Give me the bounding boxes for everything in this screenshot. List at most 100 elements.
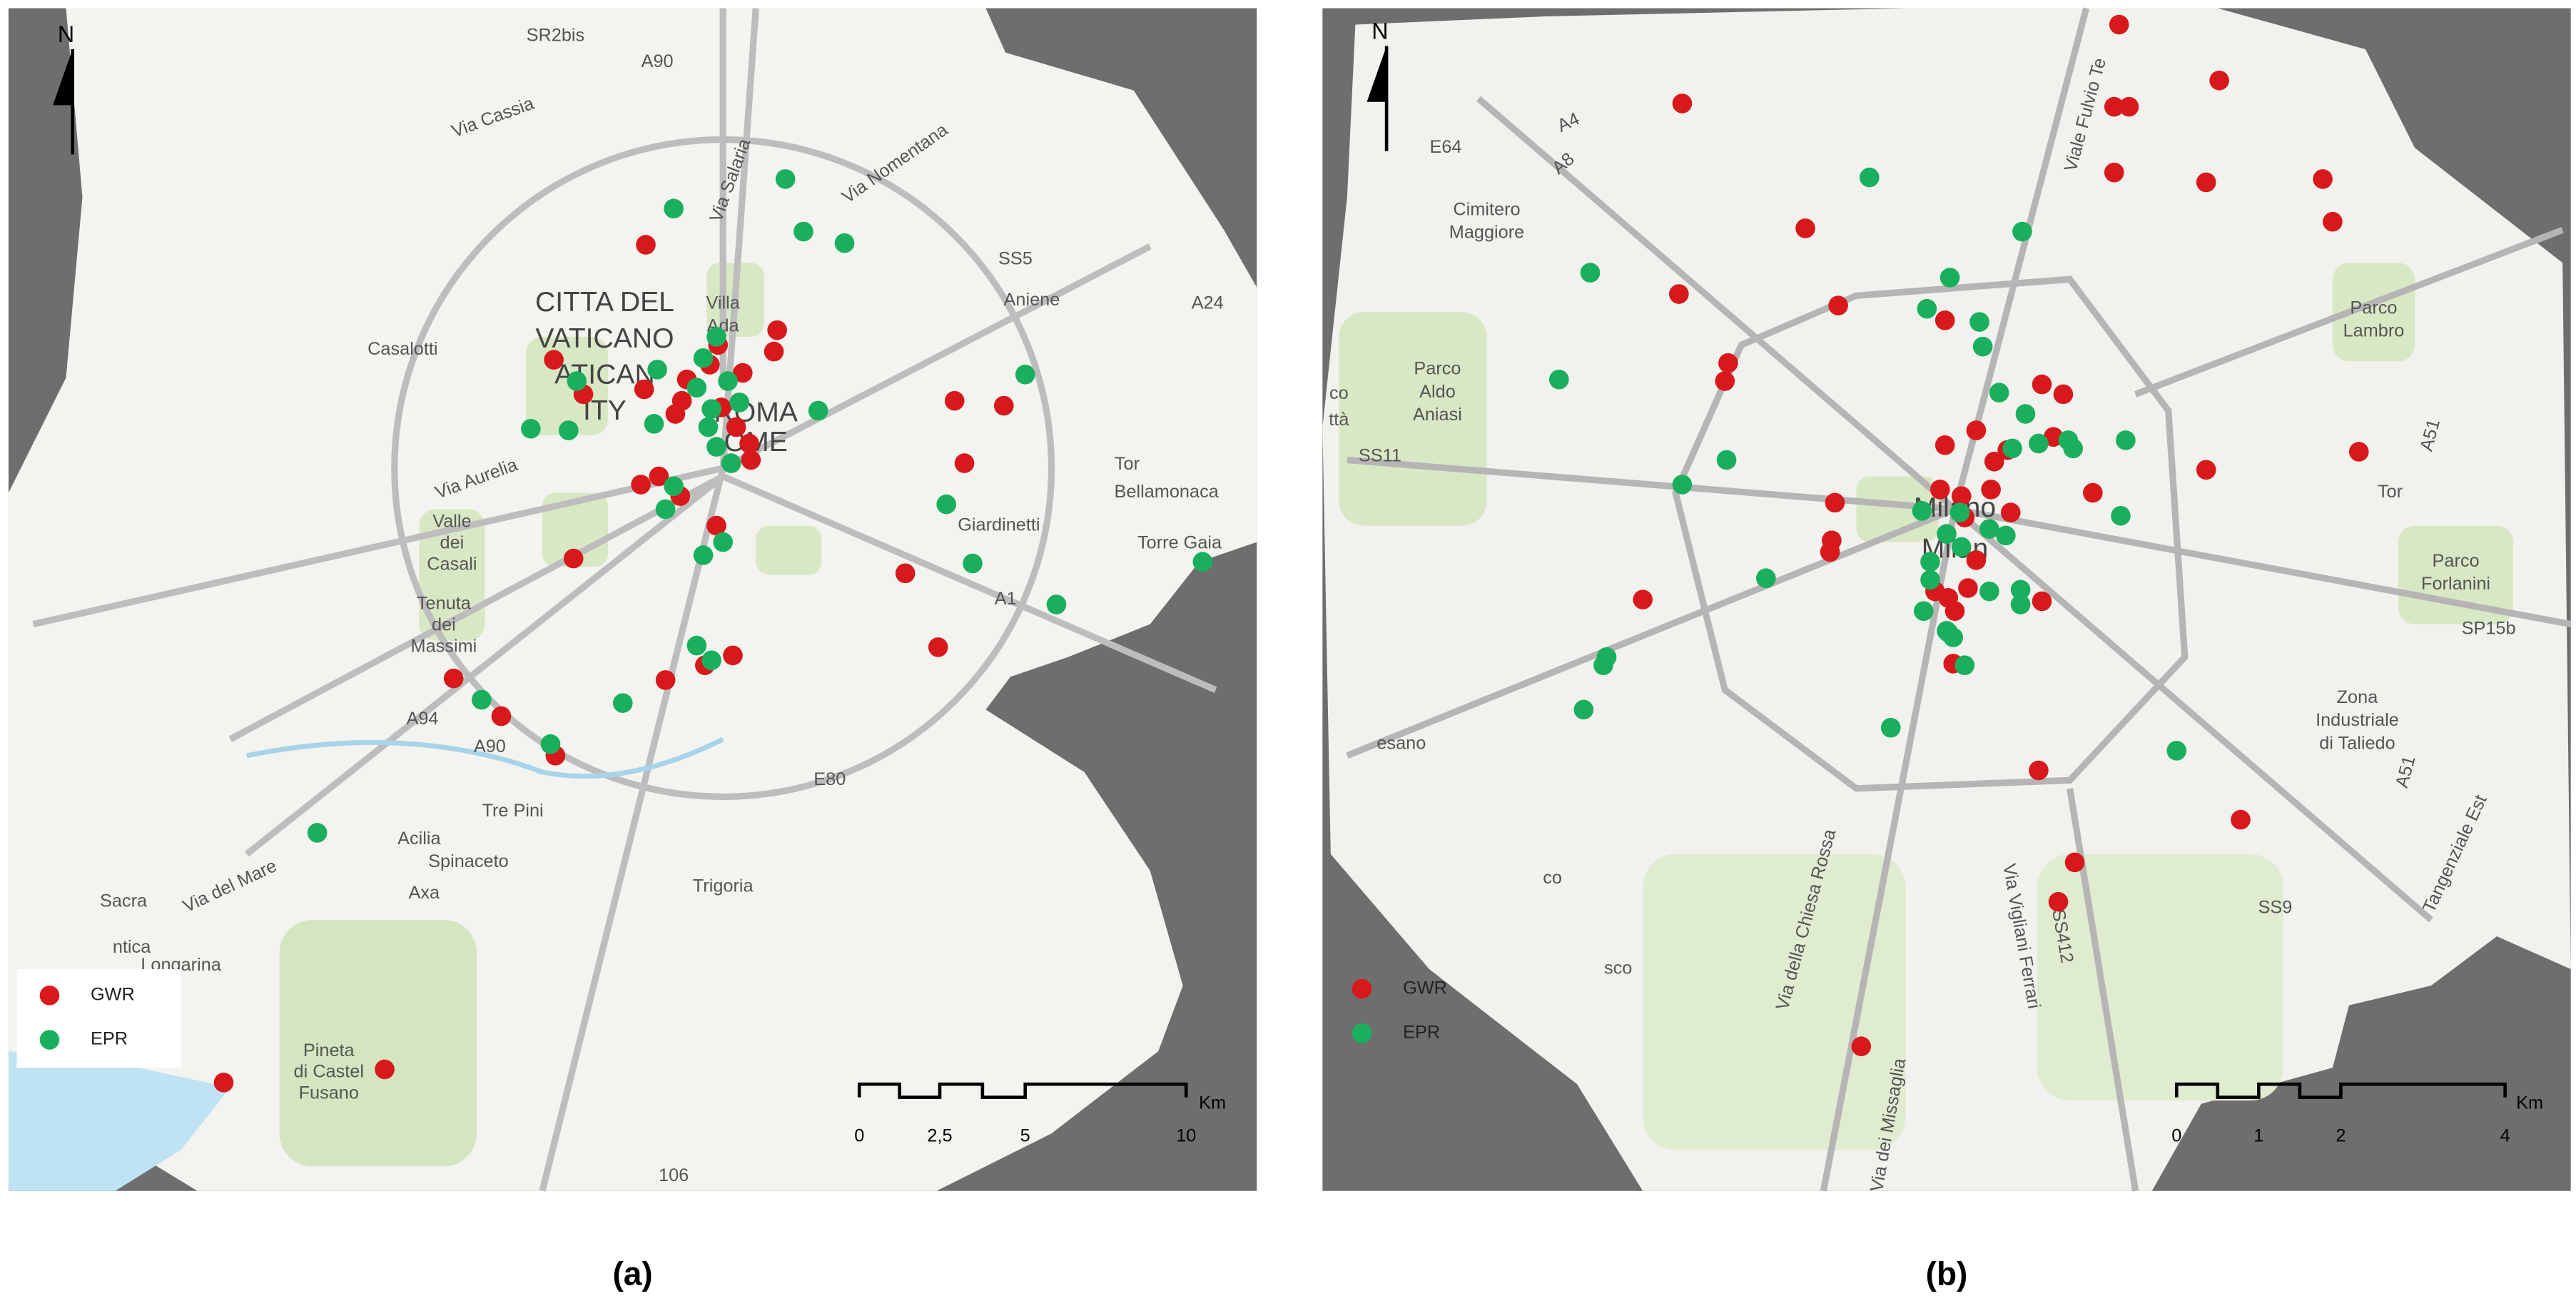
epr-point <box>936 494 957 515</box>
place-label: Villa <box>706 293 741 313</box>
gwr-point <box>1828 295 1848 315</box>
place-label: Cimitero <box>1453 199 1520 219</box>
scale-tick-label: 5 <box>1020 1126 1030 1146</box>
scale-tick-label: 1 <box>2253 1126 2263 1146</box>
epr-point <box>834 233 855 253</box>
gwr-point <box>1795 218 1815 238</box>
gwr-point <box>1934 435 1955 455</box>
gwr-point <box>2083 482 2103 503</box>
place-label: Pineta <box>303 1041 355 1060</box>
roads <box>32 8 1217 1192</box>
place-label: Aniasi <box>1413 405 1462 425</box>
epr-point <box>713 532 734 552</box>
gwr-point <box>895 563 916 584</box>
scale-tick-label: 2,5 <box>927 1126 952 1146</box>
place-label: Parco <box>2350 298 2397 318</box>
gwr-point <box>2196 460 2216 480</box>
gwr-point <box>631 475 651 495</box>
epr-point <box>686 378 707 398</box>
scale-tick-label: 2 <box>2336 1126 2346 1146</box>
gwr-point <box>671 390 692 411</box>
gwr-point <box>2104 96 2124 117</box>
place-label: di Taliedo <box>2319 733 2395 753</box>
place-label: dei <box>432 615 456 635</box>
epr-point <box>1580 263 1601 283</box>
gwr-point <box>563 548 584 569</box>
place-label: Bellamonaca <box>1115 482 1219 502</box>
epr-point <box>2010 579 2031 600</box>
gwr-point <box>723 645 743 666</box>
epr-point <box>698 417 719 437</box>
scale-tick-label: 10 <box>1176 1126 1196 1146</box>
gwr-point <box>375 1059 395 1080</box>
epr-point <box>1979 519 1999 539</box>
gwr-point <box>2313 169 2333 189</box>
gwr-point <box>634 379 654 400</box>
gwr-point <box>2029 760 2049 781</box>
epr-point <box>775 169 796 189</box>
place-label: Industriale <box>2316 710 2399 730</box>
epr-point <box>644 414 664 434</box>
gwr-point <box>928 637 948 657</box>
epr-point <box>1672 475 1693 495</box>
legend-marker <box>39 986 60 1006</box>
epr-point <box>1989 383 2009 403</box>
gwr-point <box>649 466 669 487</box>
place-label: A90 <box>474 736 506 756</box>
legend-label: EPR <box>91 1029 128 1049</box>
gwr-point <box>1718 353 1738 373</box>
gwr-point <box>1669 284 1689 304</box>
place-label: Tenuta <box>417 594 472 614</box>
place-label: di Castel <box>294 1062 364 1082</box>
gwr-point <box>2104 162 2124 183</box>
epr-point <box>2116 430 2136 450</box>
place-label: SS9 <box>2258 898 2292 918</box>
gwr-point <box>636 235 656 255</box>
epr-point <box>793 221 813 242</box>
gwr-point <box>1981 480 2001 500</box>
gwr-point <box>706 515 726 536</box>
epr-point <box>1015 364 1035 385</box>
place-label: co <box>1543 868 1562 888</box>
place-label: SP15b <box>2462 618 2516 638</box>
epr-point <box>1046 594 1067 614</box>
place-label: Tor <box>1115 454 1140 474</box>
gwr-point <box>2348 442 2369 462</box>
place-label: Casali <box>427 554 477 574</box>
place-label: Axa <box>408 883 440 903</box>
gwr-point <box>1930 480 1950 500</box>
epr-point <box>686 635 707 656</box>
parks <box>279 263 822 1167</box>
place-label: Acilia <box>397 829 441 849</box>
place-label: Parco <box>1414 359 1461 379</box>
river <box>246 736 724 779</box>
epr-point <box>664 198 684 219</box>
gwr-point <box>1672 93 1693 113</box>
scale-bar <box>857 1082 1188 1099</box>
place-label: E64 <box>1429 137 1461 157</box>
gwr-point <box>739 433 759 454</box>
sea <box>8 1051 230 1191</box>
gwr-point <box>2119 96 2139 117</box>
gwr-point <box>741 450 761 470</box>
gwr-point <box>1944 601 1965 622</box>
place-label: Giardinetti <box>958 515 1040 535</box>
epr-point <box>1939 268 1960 288</box>
legend-marker <box>1352 978 1372 999</box>
epr-point <box>521 418 541 439</box>
gwr-point <box>1958 578 1978 598</box>
place-label: Maggiore <box>1449 223 1524 243</box>
land <box>8 8 1257 1191</box>
legend-marker <box>39 1030 60 1050</box>
place-label: Aldo <box>1419 382 1456 402</box>
epr-point <box>1920 569 1940 590</box>
place-label: Parco <box>2433 551 2480 571</box>
gwr-point <box>1984 451 2004 472</box>
epr-point <box>701 399 721 419</box>
place-label: SR2bis <box>527 25 585 45</box>
place-label: VATICANO <box>535 323 674 354</box>
epr-point <box>2012 221 2032 242</box>
epr-point <box>612 693 633 713</box>
epr-point <box>721 453 741 473</box>
